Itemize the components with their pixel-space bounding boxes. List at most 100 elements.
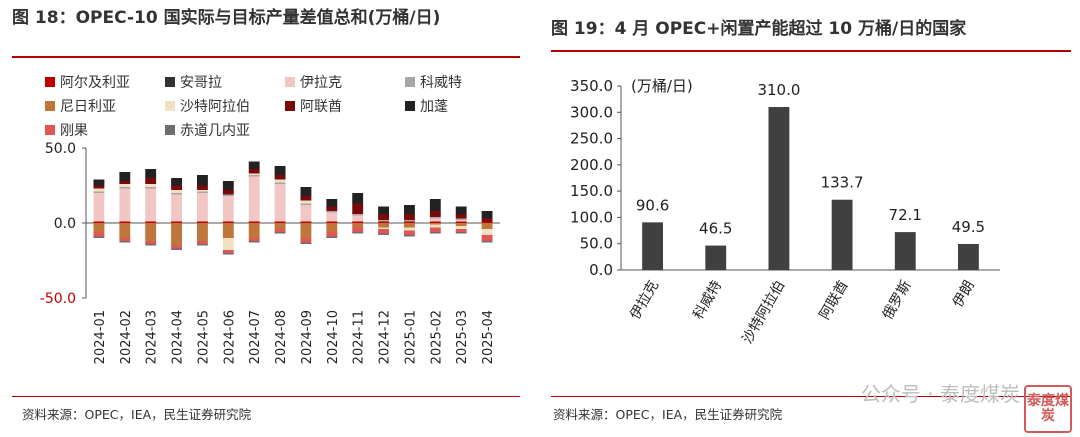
bar-segment xyxy=(197,244,208,246)
bar-segment xyxy=(222,250,234,253)
bar-segment xyxy=(248,173,260,175)
legend-label: 刚果 xyxy=(60,123,88,139)
bar-segment xyxy=(429,224,441,228)
bar-segment xyxy=(352,214,364,216)
bar-segment xyxy=(300,196,312,201)
legend-item: 阿联酋 xyxy=(285,96,342,116)
bar-segment xyxy=(248,169,260,174)
bar-segment xyxy=(119,181,131,184)
bar-segment xyxy=(197,175,208,186)
bar-segment xyxy=(222,221,234,223)
x-tick-label: 2024-06 xyxy=(222,310,237,364)
data-label: 46.5 xyxy=(699,220,732,238)
bar xyxy=(705,245,727,270)
bar-segment xyxy=(145,188,157,222)
bar-segment xyxy=(352,221,364,223)
bar-segment xyxy=(481,211,493,219)
data-label: 310.0 xyxy=(757,81,800,99)
y-tick-label: 0.0 xyxy=(589,261,613,279)
legend-item: 阿尔及利亚 xyxy=(45,72,130,92)
left-source: 资料来源：OPEC，IEA，民生证券研究院 xyxy=(22,407,252,422)
bar-segment xyxy=(300,187,312,196)
bar-segment xyxy=(248,241,260,243)
bar-segment xyxy=(481,223,493,229)
bar-segment xyxy=(248,161,260,169)
bar-segment xyxy=(222,238,234,250)
bar-segment xyxy=(145,187,157,189)
legend-swatch xyxy=(45,77,55,87)
legend-item: 沙特阿拉伯 xyxy=(165,96,250,116)
unit-label: (万桶/日) xyxy=(631,77,693,95)
legend-label: 阿尔及利亚 xyxy=(60,75,130,91)
bar-segment xyxy=(171,223,182,246)
bar-segment xyxy=(455,218,467,220)
bar-segment xyxy=(300,238,312,243)
bar-segment xyxy=(248,238,260,241)
bar-segment xyxy=(481,229,493,235)
y-tick-label: 250.0 xyxy=(570,130,613,148)
bar-segment xyxy=(378,221,389,223)
legend-label: 加蓬 xyxy=(420,99,448,115)
bar-segment xyxy=(274,232,286,234)
bar-segment xyxy=(455,232,467,234)
bar-segment xyxy=(455,221,467,223)
bar-segment xyxy=(455,206,467,214)
bar-segment xyxy=(429,211,441,217)
data-label: 90.6 xyxy=(636,196,669,214)
bar-segment xyxy=(145,169,157,178)
bar-segment xyxy=(248,176,260,222)
bar-segment xyxy=(119,187,131,189)
bar-segment xyxy=(352,223,364,228)
bar-segment xyxy=(352,215,364,222)
bar-segment xyxy=(326,223,338,232)
bar-segment xyxy=(326,211,338,213)
bar-segment xyxy=(274,182,286,184)
bar-segment xyxy=(197,223,208,241)
y-tick-label: 0.0 xyxy=(54,216,76,232)
legend-label: 伊拉克 xyxy=(300,75,342,91)
bar xyxy=(642,222,664,270)
legend-swatch xyxy=(285,77,295,87)
bar-segment xyxy=(197,193,208,222)
bar-segment xyxy=(404,214,415,220)
bar-segment xyxy=(274,223,286,229)
bar-segment xyxy=(326,212,338,222)
bar-segment xyxy=(300,205,312,222)
bar-segment xyxy=(93,232,105,237)
bar-segment xyxy=(119,184,131,187)
bar-segment xyxy=(429,218,441,222)
bar-segment xyxy=(352,203,364,214)
bar-segment xyxy=(171,221,182,223)
left-stacked-bar-chart: -50.0 0.0 50.0 2024-01 2024-02 2024-03 2024-04… xyxy=(40,141,500,364)
bar-segment xyxy=(378,229,389,234)
bar-segment xyxy=(274,175,286,180)
y-tick-label: 150.0 xyxy=(570,182,613,200)
bar-segment xyxy=(481,235,493,241)
bar-segment xyxy=(145,244,157,246)
bar-segment xyxy=(222,194,234,196)
x-tick-label: 2024-08 xyxy=(274,310,289,364)
left-title-rule xyxy=(12,56,520,58)
bar-segment xyxy=(119,188,131,222)
data-label: 133.7 xyxy=(821,174,864,192)
x-tick-label: 2024-07 xyxy=(248,310,263,364)
bar-segment xyxy=(274,221,286,223)
bar-segment xyxy=(119,221,131,223)
x-tick-label: 阿联酋 xyxy=(816,278,852,323)
bar-segment xyxy=(274,229,286,232)
bar-segment xyxy=(93,223,105,232)
y-tick-label: 200.0 xyxy=(570,156,613,174)
data-label: 49.5 xyxy=(952,218,985,236)
y-tick-label: 50.0 xyxy=(45,141,76,157)
bar-segment xyxy=(378,227,389,229)
legend-label: 安哥拉 xyxy=(180,75,222,91)
legend-swatch xyxy=(285,101,295,111)
bar-segment xyxy=(429,221,441,223)
x-tick-label: 2025-01 xyxy=(403,310,418,364)
x-tick-label: 伊拉克 xyxy=(627,278,662,322)
legend-swatch xyxy=(405,101,415,111)
bar-segment xyxy=(300,242,312,244)
bar-segment xyxy=(404,223,415,228)
bar-segment xyxy=(326,232,338,237)
right-chart-panel: 图 19：4 月 OPEC+闲置产能超过 10 万桶/日的国家 0.0 50.0 1… xyxy=(545,0,1080,437)
